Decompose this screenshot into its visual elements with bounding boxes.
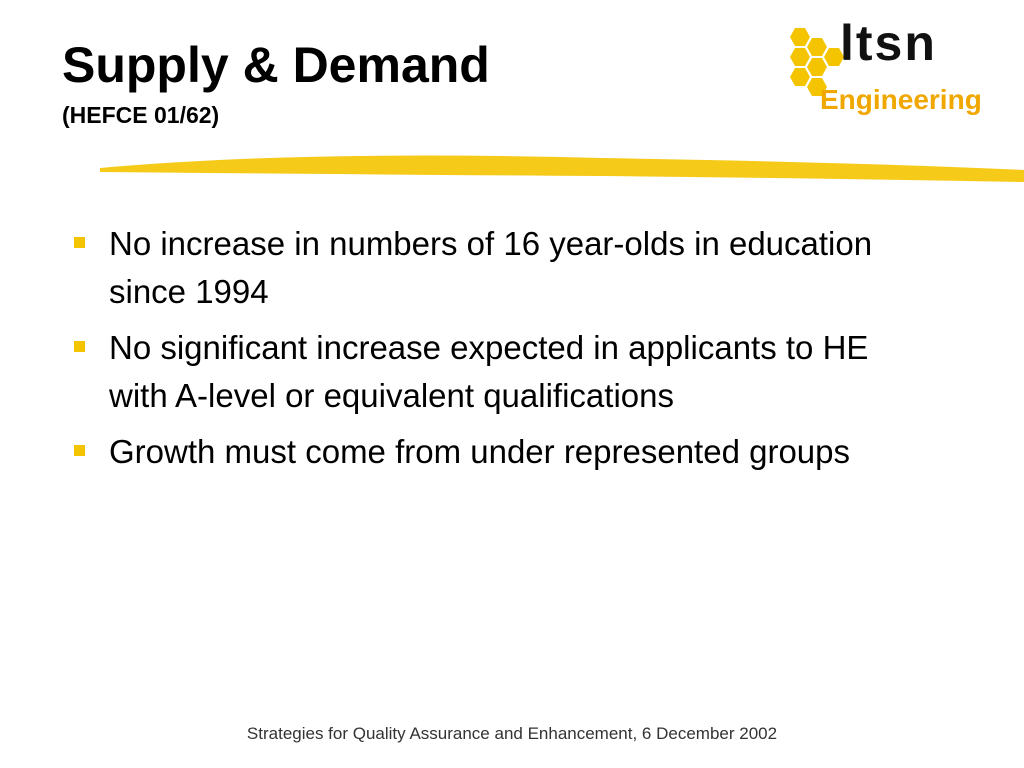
bullet: No increase in numbers of 16 year-olds i…	[72, 220, 932, 316]
bullet: Growth must come from under represented …	[72, 428, 932, 476]
subtitle: (HEFCE 01/62)	[62, 102, 220, 128]
logo-tagline: Engineering	[820, 84, 982, 115]
bullet: No significant increase expected in appl…	[72, 324, 932, 420]
logo-name: ltsn	[840, 15, 937, 71]
title: Supply & Demand	[62, 37, 490, 93]
bullet-list: No increase in numbers of 16 year-olds i…	[72, 220, 932, 484]
footer: Strategies for Quality Assurance and Enh…	[246, 724, 778, 743]
